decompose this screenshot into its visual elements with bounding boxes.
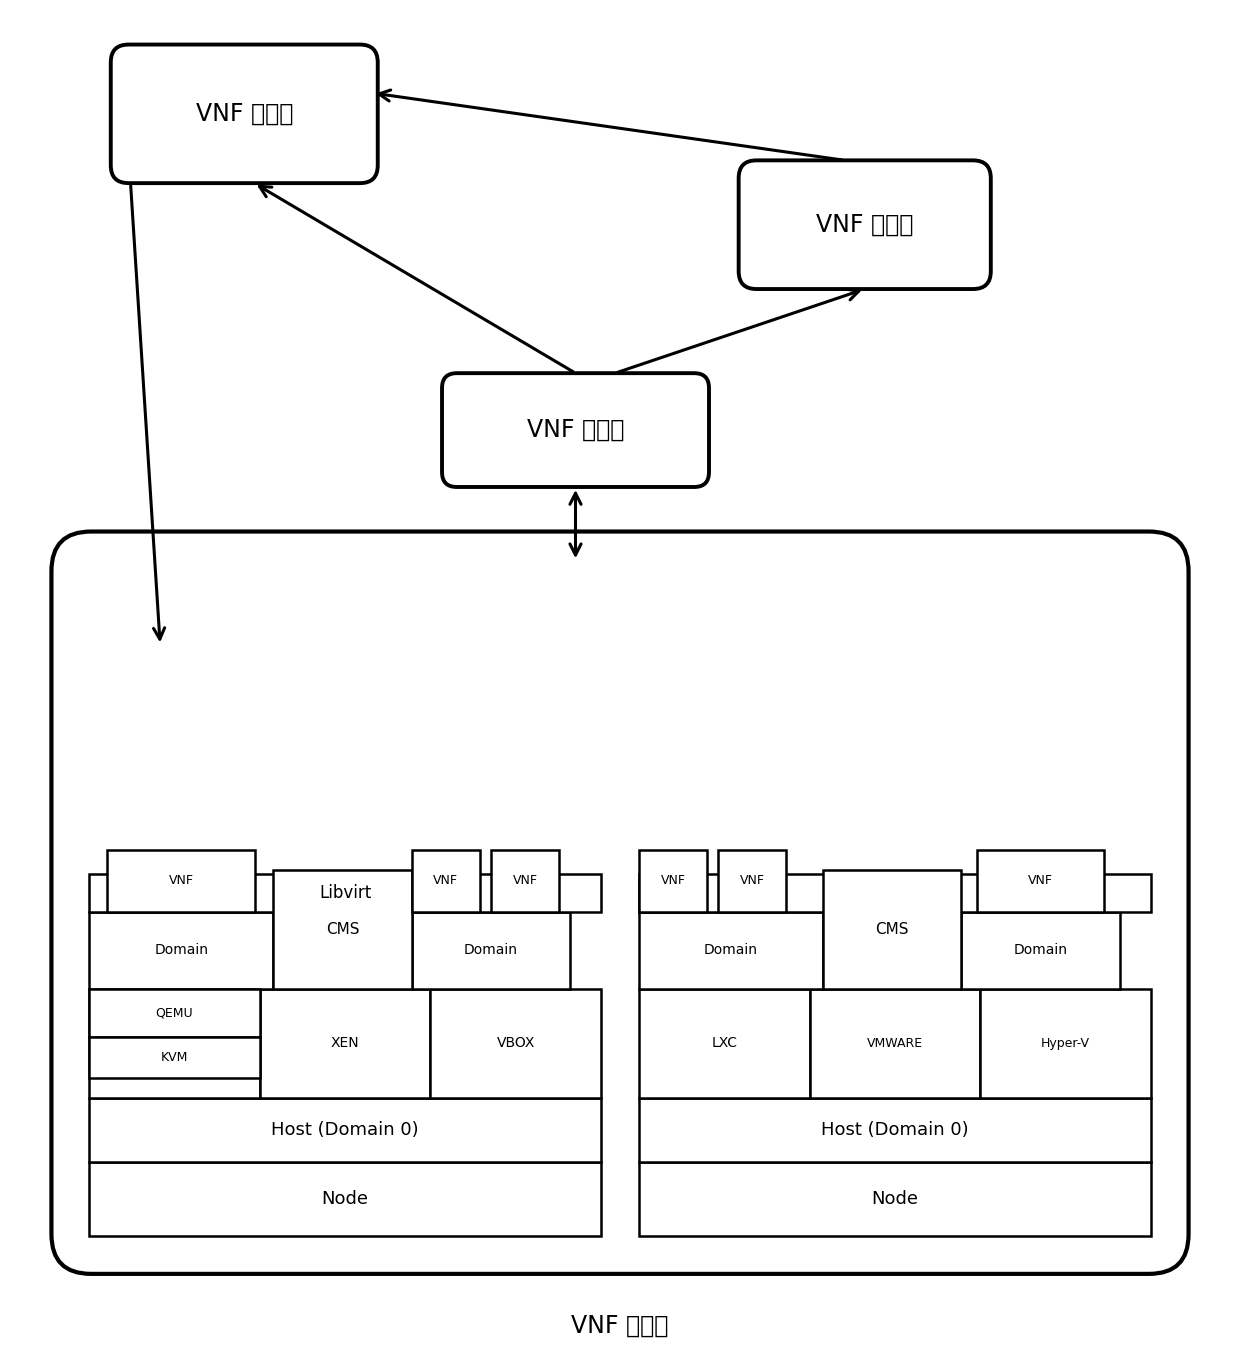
Text: VNF 控制层: VNF 控制层	[196, 102, 293, 126]
Bar	[977, 850, 1105, 911]
Text: KVM: KVM	[161, 1051, 188, 1064]
Text: VNF: VNF	[512, 874, 538, 888]
Text: LXC: LXC	[712, 1036, 737, 1050]
Bar	[412, 911, 570, 989]
Text: XEN: XEN	[331, 1036, 360, 1050]
Bar	[639, 1161, 1151, 1236]
Text: VNF 抄象层: VNF 抄象层	[572, 1314, 668, 1337]
Text: Libvirt: Libvirt	[319, 884, 371, 902]
Text: Domain: Domain	[1014, 944, 1068, 957]
Bar	[89, 989, 259, 1036]
Text: Domain: Domain	[704, 944, 758, 957]
Text: VNF: VNF	[661, 874, 686, 888]
Text: VNF: VNF	[1028, 874, 1053, 888]
Bar	[639, 850, 707, 911]
Text: Host (Domain 0): Host (Domain 0)	[272, 1121, 419, 1138]
Text: VNF: VNF	[169, 874, 193, 888]
Bar	[491, 850, 559, 911]
Text: VNF 中介层: VNF 中介层	[527, 418, 624, 442]
Text: QEMU: QEMU	[155, 1006, 193, 1019]
Text: VNF: VNF	[740, 874, 765, 888]
Text: Host (Domain 0): Host (Domain 0)	[821, 1121, 968, 1138]
Bar	[639, 911, 823, 989]
Bar	[981, 989, 1151, 1098]
Bar	[639, 874, 1151, 911]
Bar	[89, 989, 259, 1098]
Bar	[430, 989, 601, 1098]
Bar	[273, 870, 412, 989]
Text: Hyper-V: Hyper-V	[1042, 1036, 1090, 1050]
FancyBboxPatch shape	[51, 532, 1189, 1274]
Bar	[823, 870, 961, 989]
Text: VBOX: VBOX	[497, 1036, 534, 1050]
FancyBboxPatch shape	[739, 160, 991, 290]
Text: VNF: VNF	[433, 874, 459, 888]
Bar	[89, 911, 273, 989]
Text: CMS: CMS	[875, 922, 909, 937]
Text: VNF 数据层: VNF 数据层	[816, 212, 914, 237]
Bar	[639, 989, 810, 1098]
Text: Domain: Domain	[154, 944, 208, 957]
Bar	[108, 850, 255, 911]
Bar	[259, 989, 430, 1098]
Bar	[89, 1036, 259, 1078]
Bar	[810, 989, 981, 1098]
Bar	[961, 911, 1120, 989]
FancyBboxPatch shape	[110, 45, 378, 184]
Text: Domain: Domain	[464, 944, 518, 957]
Bar	[718, 850, 786, 911]
FancyBboxPatch shape	[441, 373, 709, 487]
Bar	[412, 850, 480, 911]
Bar	[89, 1098, 601, 1161]
Bar	[639, 1098, 1151, 1161]
Bar	[89, 1161, 601, 1236]
Text: Node: Node	[872, 1190, 919, 1208]
Text: CMS: CMS	[326, 922, 360, 937]
Text: VMWARE: VMWARE	[867, 1036, 923, 1050]
Text: Node: Node	[321, 1190, 368, 1208]
Bar	[89, 874, 601, 911]
